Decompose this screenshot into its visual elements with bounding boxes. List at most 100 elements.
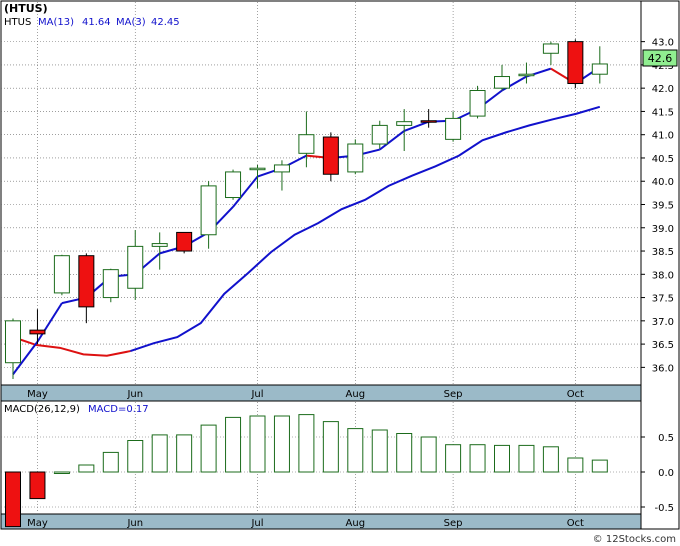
macd-bar-positive bbox=[494, 444, 510, 473]
candle-up bbox=[371, 124, 388, 145]
candle-up bbox=[200, 185, 217, 236]
price-x-axis bbox=[0, 384, 642, 402]
macd-bar-positive bbox=[445, 444, 462, 473]
macd-bar-positive bbox=[249, 415, 266, 473]
macd-bar-positive bbox=[225, 416, 242, 473]
price-ytick-label: 38.0 bbox=[652, 270, 674, 281]
macd-month-label: May bbox=[27, 518, 48, 529]
watermark: © 12Stocks.com bbox=[593, 534, 676, 545]
candle-up bbox=[225, 171, 242, 199]
price-ytick-label: 37.0 bbox=[652, 317, 674, 328]
macd-bar-positive bbox=[469, 444, 486, 473]
price-ytick-label: 40.0 bbox=[652, 177, 674, 188]
macd-bar-positive bbox=[151, 434, 168, 473]
legend-ma13-value: 41.64 bbox=[82, 17, 111, 28]
candle-up bbox=[102, 269, 119, 299]
macd-bar-positive bbox=[347, 428, 364, 473]
candle-up bbox=[5, 320, 21, 364]
price-month-label: Aug bbox=[346, 389, 366, 400]
legend-symbol: HTUS bbox=[4, 17, 31, 28]
macd-bar-positive bbox=[78, 464, 95, 473]
macd-bar-positive bbox=[298, 414, 315, 473]
price-ytick-label: 38.5 bbox=[652, 247, 674, 258]
candle-up bbox=[127, 245, 144, 289]
macd-bar-positive bbox=[322, 421, 339, 473]
candle-up bbox=[53, 255, 70, 294]
legend-ma3-value: 42.45 bbox=[151, 17, 180, 28]
candle-down bbox=[420, 120, 437, 123]
macd-month-label: Jun bbox=[126, 518, 143, 529]
price-month-label: May bbox=[27, 389, 48, 400]
macd-month-label: Sep bbox=[444, 518, 463, 529]
macd-bar-positive bbox=[567, 457, 584, 473]
price-ytick-label: 41.0 bbox=[652, 131, 674, 142]
macd-month-label: Aug bbox=[346, 518, 366, 529]
candle-down bbox=[78, 255, 95, 308]
macd-bar-positive bbox=[518, 444, 535, 473]
macd-bar-positive bbox=[371, 429, 388, 473]
macd-bar-positive bbox=[102, 451, 119, 473]
candle-down bbox=[322, 136, 339, 175]
macd-legend-label: MACD(26,12,9) bbox=[4, 404, 80, 415]
candle-up bbox=[591, 63, 608, 75]
macd-legend-value: MACD=0.17 bbox=[88, 404, 149, 415]
ma3-segment bbox=[403, 120, 430, 132]
price-ytick-label: 41.5 bbox=[652, 107, 674, 118]
chart-title: (HTUS) bbox=[4, 2, 48, 15]
legend-ma13-label: MA(13) bbox=[38, 17, 74, 28]
candle-up bbox=[273, 164, 290, 173]
price-ytick-label: 39.0 bbox=[652, 224, 674, 235]
ma13-line bbox=[130, 105, 601, 353]
macd-x-axis bbox=[0, 513, 642, 530]
legend-ma3-label: MA(3) bbox=[116, 17, 146, 28]
macd-bars bbox=[5, 414, 608, 528]
ma13-line-falling bbox=[12, 336, 131, 357]
ma3-segment bbox=[379, 130, 405, 151]
axis-labels: 36.0 36.5 37.0 37.5 38.0 38.5 39.0 39.5 40.0 40.5… bbox=[27, 38, 674, 529]
candle-up bbox=[469, 89, 486, 117]
candle-up bbox=[396, 121, 413, 126]
macd-ytick-label: 0.5 bbox=[658, 433, 674, 444]
ma3-segment bbox=[36, 302, 63, 343]
y-axis-strip bbox=[640, 0, 680, 530]
candle-down bbox=[29, 329, 46, 335]
price-month-label: Sep bbox=[444, 389, 463, 400]
macd-bar-positive bbox=[273, 415, 290, 473]
ma3-segment bbox=[232, 175, 259, 208]
candle-up bbox=[542, 43, 559, 54]
price-month-label: Oct bbox=[567, 389, 584, 400]
price-ytick-label: 40.5 bbox=[652, 154, 674, 165]
macd-month-label: Oct bbox=[567, 518, 584, 529]
price-ytick-label: 42.0 bbox=[652, 84, 674, 95]
price-ytick-label: 39.5 bbox=[652, 201, 674, 212]
candle-down bbox=[567, 41, 584, 85]
candle-up bbox=[494, 76, 510, 89]
macd-bar-negative bbox=[29, 471, 46, 500]
macd-bar-positive bbox=[127, 440, 144, 473]
grid-layer bbox=[1, 2, 641, 513]
price-ytick-label: 37.5 bbox=[652, 294, 674, 305]
ma3-segment bbox=[12, 341, 39, 375]
last-price-label: 42.6 bbox=[648, 52, 673, 65]
candle-down bbox=[176, 231, 193, 252]
candle-up bbox=[518, 73, 535, 77]
macd-bar-positive bbox=[53, 471, 70, 474]
price-month-label: Jul bbox=[250, 389, 263, 400]
price-ytick-label: 43.0 bbox=[652, 38, 674, 49]
macd-bar-negative bbox=[5, 471, 21, 528]
macd-bar-positive bbox=[542, 446, 559, 473]
macd-ytick-label: 0.0 bbox=[658, 468, 674, 479]
candle-up bbox=[347, 143, 364, 173]
macd-bar-positive bbox=[200, 424, 217, 473]
price-month-label: Jun bbox=[126, 389, 143, 400]
candle-up bbox=[298, 134, 315, 154]
macd-bar-positive bbox=[420, 436, 437, 473]
macd-bar-positive bbox=[591, 459, 608, 473]
macd-bar-positive bbox=[176, 434, 193, 473]
last-price-box bbox=[642, 49, 678, 67]
macd-bar-positive bbox=[396, 433, 413, 473]
candle-up bbox=[151, 243, 168, 247]
candlesticks bbox=[5, 39, 608, 379]
